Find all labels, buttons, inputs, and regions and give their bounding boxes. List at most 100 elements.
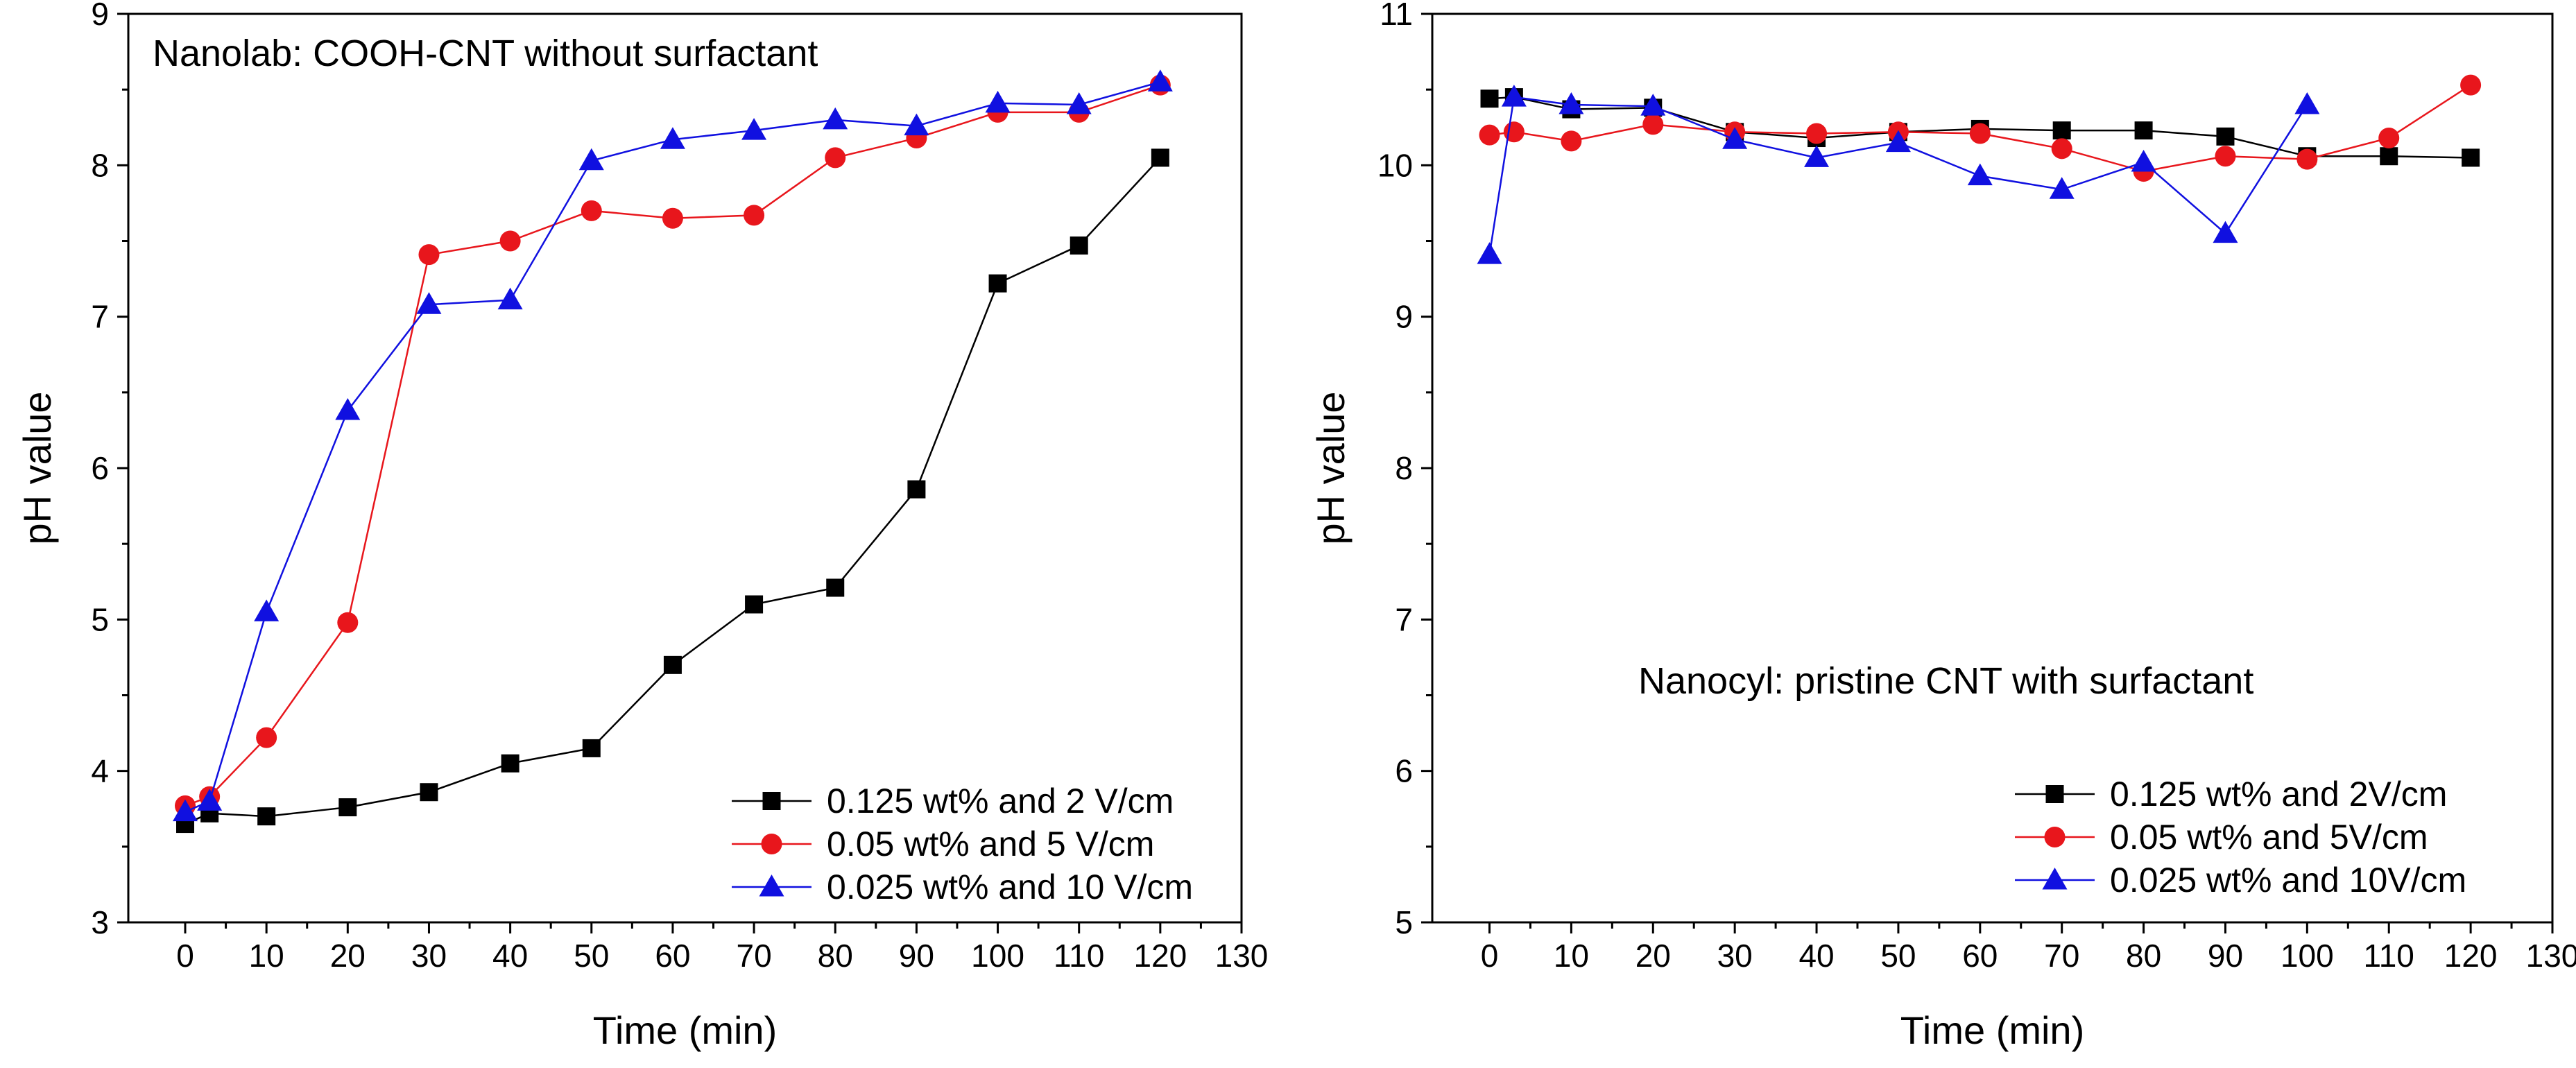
data-point: [1642, 114, 1664, 135]
data-point: [582, 739, 601, 757]
x-tick-label: 120: [1133, 938, 1187, 974]
data-point: [2462, 148, 2480, 167]
y-tick-label: 10: [1377, 147, 1413, 183]
x-tick-label: 30: [1717, 938, 1753, 974]
x-tick-label: 10: [1554, 938, 1589, 974]
data-point: [1151, 148, 1169, 167]
data-point: [2134, 121, 2153, 140]
legend: 0.125 wt% and 2V/cm 0.05 wt% and 5V/cm 0.0…: [2015, 775, 2466, 899]
data-point: [663, 655, 682, 674]
legend: 0.125 wt% and 2 V/cm 0.05 wt% and 5 V/cm 0…: [732, 782, 1193, 906]
y-tick-label: 7: [91, 299, 109, 335]
data-point: [741, 118, 767, 140]
data-point: [501, 754, 520, 773]
data-point: [499, 230, 521, 252]
series-1: [176, 148, 1169, 834]
data-point: [985, 90, 1011, 113]
data-point: [826, 578, 845, 597]
chart-1: 0 10 20 30 40 50 60 70 80 90 100 110 120 130 3 4 5 6 7 8 9 Ti…: [15, 0, 1268, 1052]
data-point: [1561, 130, 1582, 152]
data-point: [2052, 121, 2071, 140]
data-point: [418, 244, 440, 266]
data-point: [660, 127, 685, 149]
y-tick-label: 3: [91, 904, 109, 940]
x-tick-label: 0: [1481, 938, 1499, 974]
data-point: [2213, 221, 2238, 243]
x-axis-title: Time (min): [593, 1008, 777, 1052]
legend-marker: [2044, 827, 2066, 847]
x-tick-label: 110: [2364, 938, 2414, 974]
data-point: [1070, 236, 1088, 255]
x-tick-label: 120: [2444, 938, 2498, 974]
x-tick-label: 80: [818, 938, 853, 974]
legend-label: 0.125 wt% and 2V/cm: [2110, 775, 2447, 813]
data-point: [1477, 242, 1502, 264]
x-tick-label: 50: [574, 938, 609, 974]
data-point: [2051, 138, 2072, 160]
data-point: [1640, 94, 1666, 116]
x-tick-label: 90: [2208, 938, 2243, 974]
data-point: [2378, 128, 2400, 149]
data-point: [173, 799, 198, 822]
data-point: [1479, 124, 1500, 146]
y-tick-label: 5: [91, 601, 109, 637]
series-3: [173, 69, 1173, 822]
legend-label: 0.05 wt% and 5V/cm: [2110, 818, 2428, 856]
series-2: [175, 74, 1171, 816]
data-point: [2131, 149, 2156, 172]
x-tick-label: 70: [736, 938, 771, 974]
data-point: [2380, 147, 2398, 166]
chart-annotation: Nanocyl: pristine CNT with surfactant: [1638, 660, 2253, 702]
data-point: [1501, 85, 1527, 107]
y-axis-title: pH value: [1309, 391, 1353, 544]
series-line: [184, 157, 1161, 825]
y-tick-label: 8: [1395, 450, 1413, 486]
y-tick-label: 4: [91, 753, 109, 789]
y-tick-label: 9: [1395, 299, 1413, 335]
x-tick-label: 40: [1798, 938, 1834, 974]
data-point: [1885, 130, 1911, 153]
data-point: [745, 595, 764, 614]
series-line: [1489, 96, 2471, 159]
legend-marker: [762, 792, 781, 810]
data-point: [744, 205, 765, 226]
y-tick-label: 7: [1395, 601, 1413, 637]
legend-marker: [761, 834, 782, 854]
data-point: [662, 207, 683, 229]
x-tick-label: 110: [1054, 938, 1104, 974]
data-point: [825, 147, 846, 169]
series-3: [1477, 85, 2320, 264]
data-point: [256, 727, 277, 748]
y-tick-label: 9: [91, 0, 109, 32]
y-tick-label: 5: [1395, 904, 1413, 940]
x-tick-label: 130: [1215, 938, 1269, 974]
x-tick-label: 60: [655, 938, 690, 974]
chart-annotation: Nanolab: COOH-CNT without surfactant: [153, 33, 818, 74]
data-point: [2460, 74, 2482, 96]
data-point: [581, 200, 602, 221]
legend-label: 0.025 wt% and 10V/cm: [2110, 861, 2466, 899]
legend-label: 0.125 wt% and 2 V/cm: [827, 782, 1174, 820]
x-tick-label: 100: [2281, 938, 2334, 974]
data-point: [988, 274, 1007, 293]
data-point: [1480, 89, 1499, 108]
y-tick-label: 6: [91, 450, 109, 486]
x-tick-label: 20: [330, 938, 366, 974]
data-point: [2216, 127, 2235, 146]
data-point: [1147, 69, 1173, 92]
x-tick-label: 70: [2044, 938, 2079, 974]
legend-marker: [2042, 868, 2068, 890]
x-tick-label: 130: [2526, 938, 2576, 974]
data-point: [254, 599, 280, 621]
x-tick-label: 80: [2126, 938, 2161, 974]
data-point: [2294, 92, 2320, 114]
data-point: [1969, 123, 1991, 144]
x-tick-label: 30: [411, 938, 447, 974]
y-tick-label: 8: [91, 147, 109, 183]
data-point: [1967, 163, 1993, 186]
x-tick-label: 20: [1635, 938, 1671, 974]
legend-label: 0.05 wt% and 5 V/cm: [827, 825, 1154, 863]
data-point: [1559, 92, 1584, 114]
x-tick-label: 60: [1962, 938, 1998, 974]
